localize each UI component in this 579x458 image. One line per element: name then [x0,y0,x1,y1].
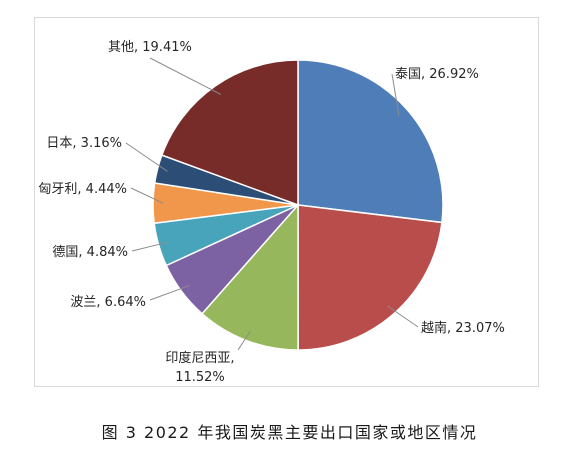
leader-line-7 [149,57,222,95]
slice-label-6: 日本, 3.16% [46,136,122,151]
pie-slice-7 [160,59,299,207]
leader-line-3 [149,284,190,301]
pie-slice-2 [200,203,299,351]
leader-line-4 [131,241,169,252]
pie-slice-0 [297,59,444,224]
slice-label-4: 德国, 4.84% [52,245,128,260]
leader-line-5 [130,187,164,204]
pie-slice-1 [297,204,443,351]
leader-line-0 [391,73,400,116]
slice-label-1: 越南, 23.07% [421,320,505,336]
slice-label-2: 印度尼西亚, 11.52% [165,350,234,385]
leader-line-2 [237,330,251,351]
slice-label-7: 其他, 19.41% [108,40,192,55]
slice-label-5: 匈牙利, 4.44% [38,182,127,197]
slice-label-0: 泰国, 26.92% [395,67,479,82]
leader-line-1 [387,305,419,328]
figure-caption: 图 3 2022 年我国炭黑主要出口国家或地区情况 [101,423,478,442]
leader-line-6 [125,142,168,172]
slice-label-3: 波兰, 6.64% [70,295,146,310]
